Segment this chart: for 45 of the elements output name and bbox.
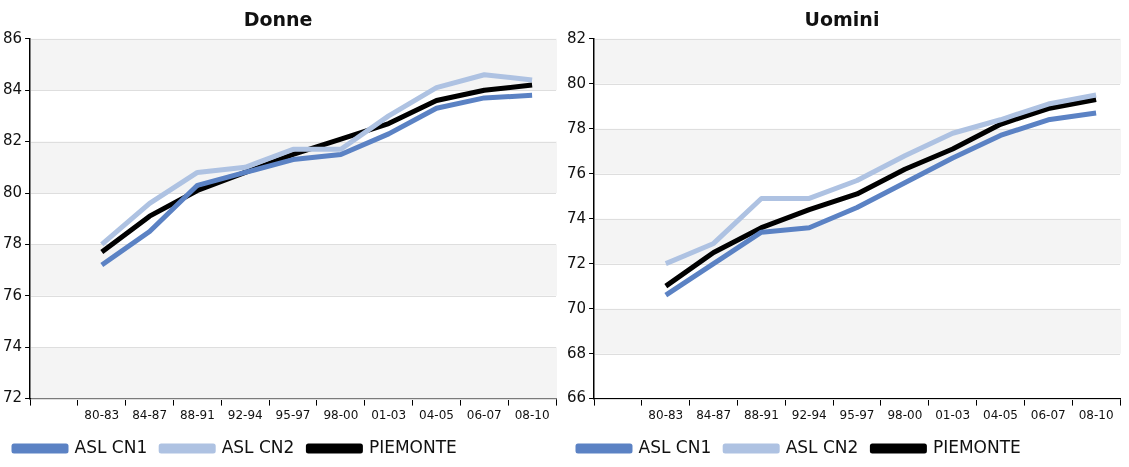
legend-label: ASL CN1 (638, 436, 712, 457)
x-tick-label: 92-94 (227, 407, 263, 422)
x-tick-label: 80-83 (84, 407, 120, 422)
y-tick-label: 82 (566, 28, 587, 47)
y-tick-label: 76 (566, 163, 587, 182)
y-tick-label: 72 (566, 253, 587, 272)
x-tick-label: 04-05 (983, 407, 1018, 422)
y-tick-label: 70 (566, 298, 587, 317)
x-tick-label: 95-97 (275, 407, 311, 422)
y-tick-label: 86 (2, 28, 23, 47)
x-tick-label: 06-07 (1030, 407, 1066, 422)
x-tick-label: 80-83 (648, 407, 684, 422)
x-tick-label: 98-00 (887, 407, 923, 422)
y-tick-label: 80 (2, 182, 23, 201)
legend-label: PIEMONTE (368, 436, 457, 457)
y-tick-label: 74 (2, 337, 23, 356)
x-tick-label: 08-10 (514, 407, 550, 422)
x-tick-label: 84-87 (696, 407, 732, 422)
y-tick-label: 78 (566, 118, 587, 137)
x-tick-label: 84-87 (132, 407, 168, 422)
y-tick-label: 74 (566, 208, 587, 227)
x-tick-label: 98-00 (323, 407, 359, 422)
x-tick-label: 08-10 (1078, 407, 1114, 422)
chart-title: Uomini (804, 8, 880, 31)
legend-label: PIEMONTE (932, 436, 1021, 457)
y-tick-label: 78 (2, 234, 23, 253)
legend-label: ASL CN1 (74, 436, 148, 457)
x-tick-label: 06-07 (466, 407, 502, 422)
y-tick-label: 84 (2, 80, 23, 99)
legend-label: ASL CN2 (785, 436, 859, 457)
legend-label: ASL CN2 (221, 436, 295, 457)
x-tick-label: 88-91 (179, 407, 215, 422)
x-tick-label: 88-91 (743, 407, 779, 422)
x-tick-label: 95-97 (839, 407, 875, 422)
y-tick-label: 72 (2, 388, 23, 407)
y-tick-label: 82 (2, 131, 23, 150)
x-tick-label: 04-05 (419, 407, 454, 422)
y-tick-label: 68 (566, 343, 587, 362)
chart-title: Donne (243, 8, 313, 31)
y-tick-label: 80 (566, 73, 587, 92)
x-tick-label: 01-03 (371, 407, 407, 422)
x-tick-label: 01-03 (935, 407, 971, 422)
y-tick-label: 66 (566, 388, 587, 407)
y-tick-label: 76 (2, 285, 23, 304)
x-tick-label: 92-94 (791, 407, 827, 422)
